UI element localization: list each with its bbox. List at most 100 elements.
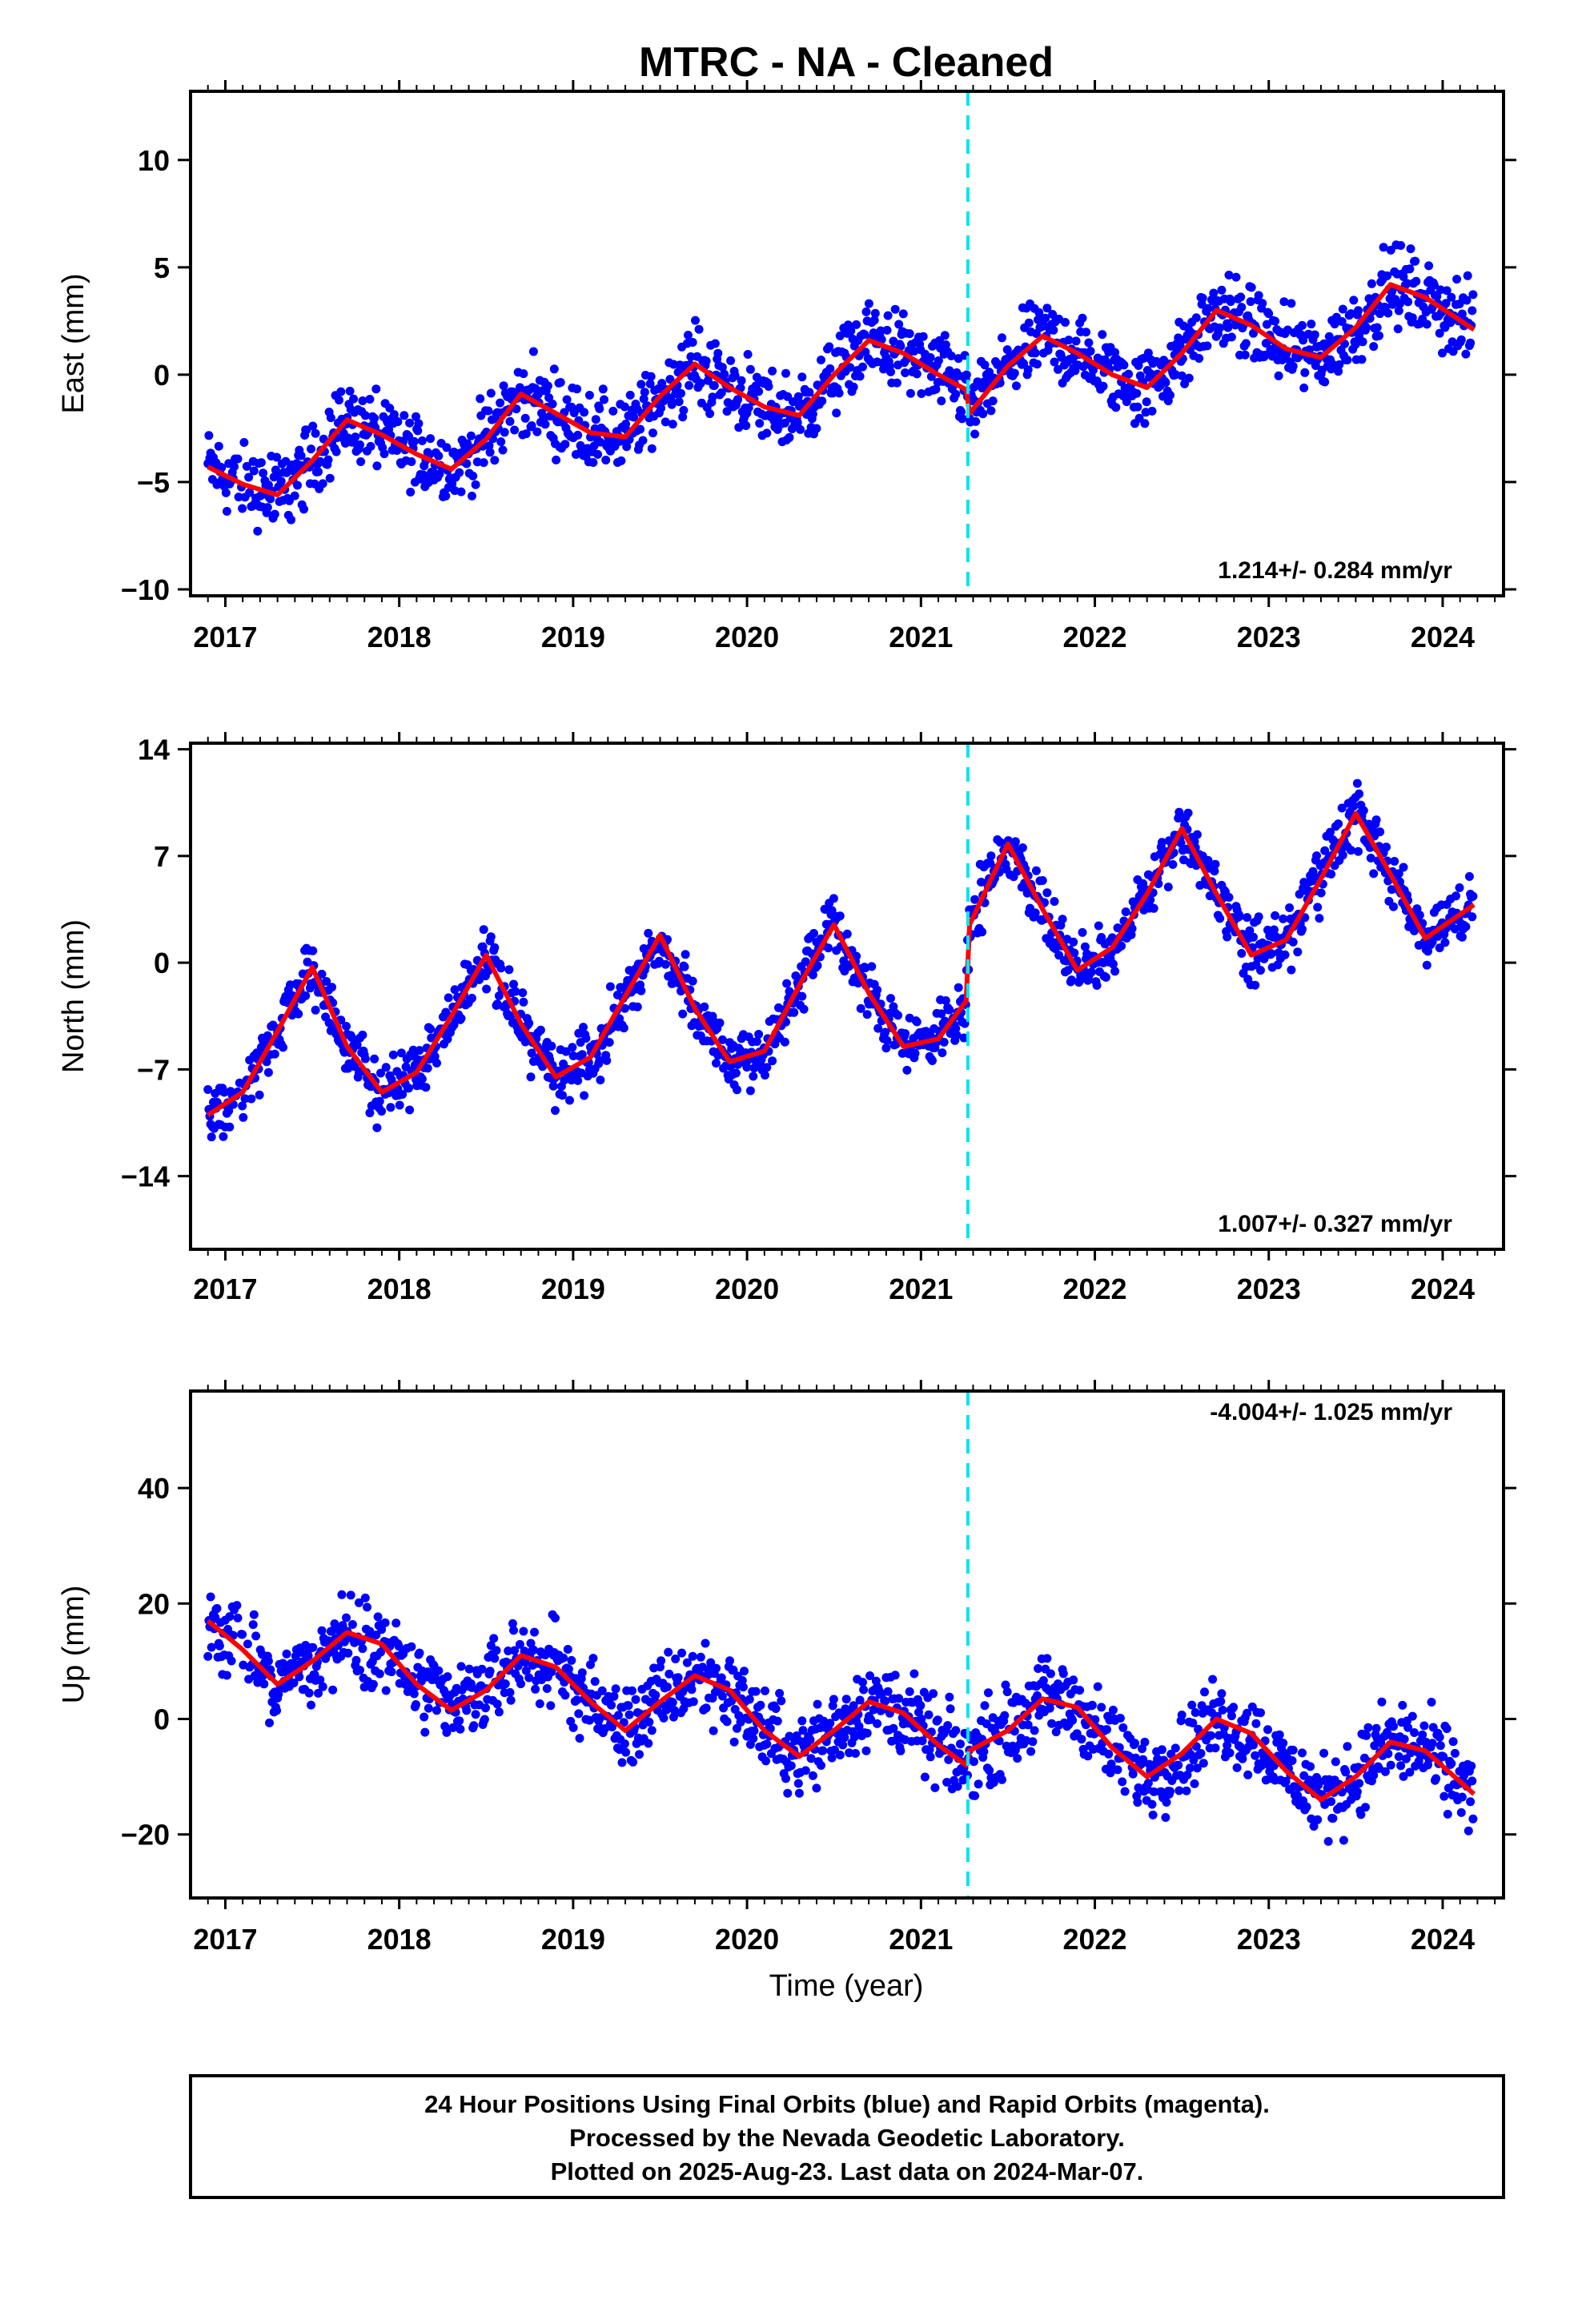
east-point — [385, 404, 395, 413]
east-point — [1386, 245, 1395, 255]
up-point — [669, 1712, 678, 1722]
north-point — [1415, 911, 1424, 920]
east-point — [1324, 332, 1334, 341]
up-point — [841, 1695, 851, 1704]
north-point — [1326, 827, 1335, 837]
up-point — [740, 1667, 749, 1676]
north-point — [1108, 959, 1118, 969]
north-point — [1423, 947, 1432, 956]
north-point — [620, 1003, 629, 1013]
up-point — [1227, 1711, 1236, 1721]
up-point — [1341, 1767, 1351, 1777]
up-point — [1013, 1754, 1022, 1763]
north-point — [995, 838, 1005, 847]
east-point — [1134, 413, 1144, 423]
up-point — [469, 1721, 479, 1731]
north-point — [509, 979, 518, 989]
north-point — [365, 1108, 375, 1118]
north-point — [813, 961, 822, 971]
east-point — [1351, 340, 1360, 349]
up-point — [597, 1686, 607, 1695]
east-point — [234, 493, 243, 502]
up-point — [647, 1726, 656, 1735]
up-point — [979, 1747, 989, 1756]
up-point — [974, 1779, 983, 1789]
east-point — [1019, 359, 1029, 368]
up-point — [1166, 1787, 1174, 1796]
east-point — [1396, 241, 1406, 250]
east-point — [299, 505, 308, 514]
east-point — [356, 457, 366, 466]
east-point — [1111, 403, 1121, 412]
up-point — [883, 1687, 893, 1696]
up-point — [448, 1723, 458, 1732]
north-point — [1338, 850, 1347, 860]
up-point — [1279, 1739, 1288, 1748]
up-point — [624, 1710, 634, 1719]
up-point — [942, 1778, 952, 1787]
east-point — [1310, 330, 1319, 340]
north-point — [1269, 925, 1279, 935]
up-point — [737, 1676, 747, 1685]
east-points — [203, 240, 1478, 536]
up-point — [1030, 1726, 1039, 1735]
east-point — [600, 395, 608, 404]
east-point — [678, 412, 688, 422]
east-point — [239, 438, 249, 447]
up-point — [551, 1614, 560, 1622]
up-point — [420, 1712, 429, 1722]
east-point — [986, 406, 996, 416]
up-point — [679, 1704, 689, 1714]
east-point — [1406, 244, 1415, 254]
east-point — [970, 429, 980, 439]
east-point — [1456, 335, 1466, 344]
north-point — [1313, 903, 1323, 912]
east-point — [1335, 360, 1344, 369]
east-point — [486, 388, 496, 398]
north-point — [893, 1011, 903, 1020]
up-point — [1197, 1701, 1207, 1711]
north-point — [1468, 912, 1477, 922]
east-point — [710, 339, 720, 348]
north-point — [308, 946, 318, 955]
up-point — [925, 1745, 934, 1755]
north-point — [1298, 924, 1307, 934]
up-point — [381, 1686, 391, 1695]
up-point — [500, 1679, 510, 1689]
east-point — [931, 384, 941, 394]
north-point — [945, 1005, 954, 1015]
east-xtick-label: 2021 — [889, 621, 953, 653]
north-point — [632, 1002, 642, 1011]
up-point — [1148, 1810, 1158, 1819]
up-point — [346, 1590, 355, 1600]
up-point — [1355, 1779, 1364, 1788]
east-point — [407, 457, 416, 466]
north-point — [573, 1076, 583, 1085]
east-point — [1264, 309, 1274, 319]
east-point — [548, 400, 557, 408]
east-point — [1175, 340, 1185, 350]
east-point — [1357, 355, 1367, 364]
up-point — [575, 1734, 584, 1743]
up-point — [621, 1747, 631, 1757]
east-point — [730, 371, 740, 380]
east-point — [1241, 339, 1251, 348]
up-point — [1243, 1708, 1252, 1718]
up-point — [1191, 1708, 1200, 1717]
east-point — [371, 384, 381, 394]
north-xtick-label: 2019 — [541, 1273, 605, 1305]
up-point — [485, 1667, 495, 1676]
north-point — [504, 965, 514, 975]
east-point — [532, 427, 542, 436]
north-point — [322, 977, 331, 986]
north-point — [370, 1054, 379, 1063]
east-point — [1140, 419, 1150, 428]
up-point — [1298, 1748, 1307, 1758]
up-point — [855, 1695, 865, 1705]
east-point — [1375, 309, 1385, 319]
up-point — [1211, 1743, 1220, 1753]
east-point — [1429, 280, 1439, 290]
north-point — [1101, 972, 1110, 982]
east-point — [661, 417, 670, 427]
